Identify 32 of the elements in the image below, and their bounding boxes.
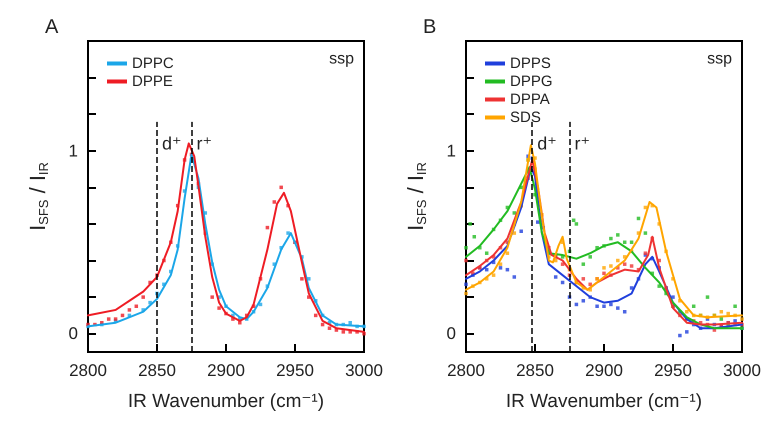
- y-tick-label: 0: [446, 324, 456, 344]
- legend-label: SDS: [510, 109, 541, 126]
- x-tick-label: 3000: [345, 361, 383, 380]
- x-tick-label: 2900: [585, 361, 623, 380]
- x-tick-label: 2900: [207, 361, 245, 380]
- x-tick-label: 2950: [276, 361, 314, 380]
- ref-line-label: r⁺: [196, 133, 212, 154]
- annotation: ssp: [707, 50, 732, 68]
- y-axis-title: ISFS / IIR: [403, 162, 429, 231]
- chart-title: A: [45, 16, 59, 38]
- x-tick-label: 2800: [69, 361, 107, 380]
- x-tick-label: 3000: [723, 361, 761, 380]
- x-tick-label: 2950: [654, 361, 692, 380]
- x-tick-label: 2850: [138, 361, 176, 380]
- legend-label: DPPC: [132, 55, 174, 72]
- x-tick-label: 2800: [447, 361, 485, 380]
- ref-line-label: d⁺: [537, 133, 557, 154]
- legend-label: DPPS: [510, 55, 551, 72]
- y-tick-label: 1: [446, 141, 456, 160]
- legend-label: DPPG: [510, 73, 553, 90]
- x-tick-label: 2850: [516, 361, 554, 380]
- y-tick-label: 1: [68, 141, 78, 160]
- annotation: ssp: [329, 50, 354, 68]
- y-axis-title: ISFS / IIR: [25, 162, 51, 231]
- ref-line-label: r⁺: [574, 133, 590, 154]
- legend-label: DPPE: [132, 73, 173, 90]
- y-tick-label: 0: [68, 324, 78, 344]
- legend-label: DPPA: [510, 91, 550, 108]
- x-axis-title: IR Wavenumber (cm⁻¹): [128, 391, 324, 412]
- ref-line-label: d⁺: [162, 133, 182, 154]
- x-axis-title: IR Wavenumber (cm⁻¹): [506, 391, 702, 412]
- chart-title: B: [423, 16, 436, 38]
